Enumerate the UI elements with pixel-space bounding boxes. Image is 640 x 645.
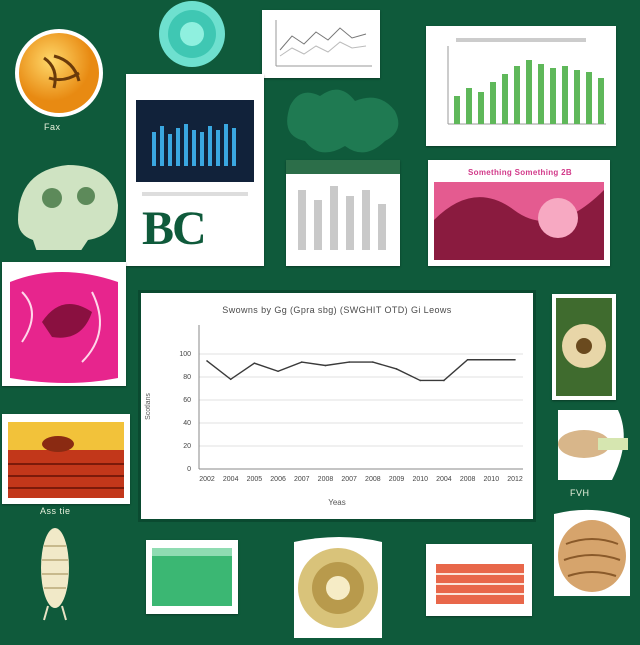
green-bar-chart-card	[426, 26, 616, 146]
x-tick-label: 2007	[341, 476, 357, 483]
chart-title: Swowns by Gg (Gpra sbg) (SWGHIT OTD) Gi …	[222, 305, 452, 315]
orange-circle-image	[14, 28, 104, 118]
data-point	[419, 379, 422, 382]
data-point	[490, 358, 493, 361]
data-point	[443, 379, 445, 382]
data-point	[395, 368, 398, 370]
bc-logo-text: BC	[142, 202, 207, 255]
x-tick-label: 2004	[223, 476, 239, 483]
mini-line-chart-card	[262, 10, 380, 78]
y-tick-label: 100	[179, 351, 191, 358]
y-tick-label: 40	[183, 420, 191, 427]
data-point	[348, 361, 350, 363]
caption-mid-right: FVH	[570, 488, 590, 498]
x-tick-label: 2008	[365, 476, 381, 483]
data-point	[253, 362, 256, 364]
pink-texture-card	[428, 160, 610, 266]
wood-texture-image	[548, 504, 636, 600]
chart-x-label: Yeas	[328, 498, 346, 507]
data-point	[514, 358, 516, 361]
green-blob-shape	[270, 66, 410, 166]
x-tick-label: 2008	[318, 476, 334, 483]
data-point	[277, 370, 279, 373]
series-line	[206, 359, 515, 382]
teal-circle-image	[152, 0, 232, 72]
x-tick-label: 2007	[294, 476, 310, 483]
x-tick-label: 2004	[436, 476, 452, 483]
worm-image	[30, 516, 80, 626]
bc-card	[126, 74, 264, 266]
x-tick-label: 2002	[199, 476, 215, 483]
green-panel-card	[146, 540, 238, 614]
y-tick-label: 80	[183, 374, 191, 381]
data-point	[206, 360, 208, 362]
pink-card-title: Something Something 2B	[468, 168, 572, 177]
grey-chart-card	[286, 160, 400, 266]
red-stripes-card	[426, 544, 532, 616]
pollen-image	[286, 532, 390, 640]
strata-card	[2, 414, 130, 504]
x-tick-label: 2005	[247, 476, 263, 483]
data-point	[229, 378, 232, 381]
y-tick-label: 20	[183, 443, 191, 450]
data-point	[372, 361, 374, 363]
chart-y-label: Scotlans	[144, 393, 152, 420]
y-tick-label: 60	[183, 397, 191, 404]
x-tick-label: 2010	[484, 476, 500, 483]
chart-plot: 0 20 40 60 80 100 2002 2004 2005 2006 2007 2008 2007…	[179, 325, 523, 483]
data-point	[466, 358, 469, 361]
shell-image	[548, 404, 634, 484]
main-line-chart: Swowns by Gg (Gpra sbg) (SWGHIT OTD) Gi …	[138, 290, 536, 522]
pink-fabric-card	[2, 262, 126, 386]
sponge-image-card	[552, 294, 616, 400]
x-tick-label: 2006	[270, 476, 286, 483]
x-tick-label: 2008	[460, 476, 476, 483]
x-tick-label: 2009	[389, 476, 405, 483]
x-tick-label: 2010	[412, 476, 428, 483]
caption-worm: Ass tie	[40, 506, 71, 516]
x-tick-label: 2012	[507, 476, 523, 483]
y-tick-label: 0	[187, 466, 191, 473]
data-point	[324, 364, 327, 367]
caption-top-left: Fax	[44, 122, 61, 132]
data-point	[300, 361, 303, 363]
skull-image	[8, 150, 126, 255]
